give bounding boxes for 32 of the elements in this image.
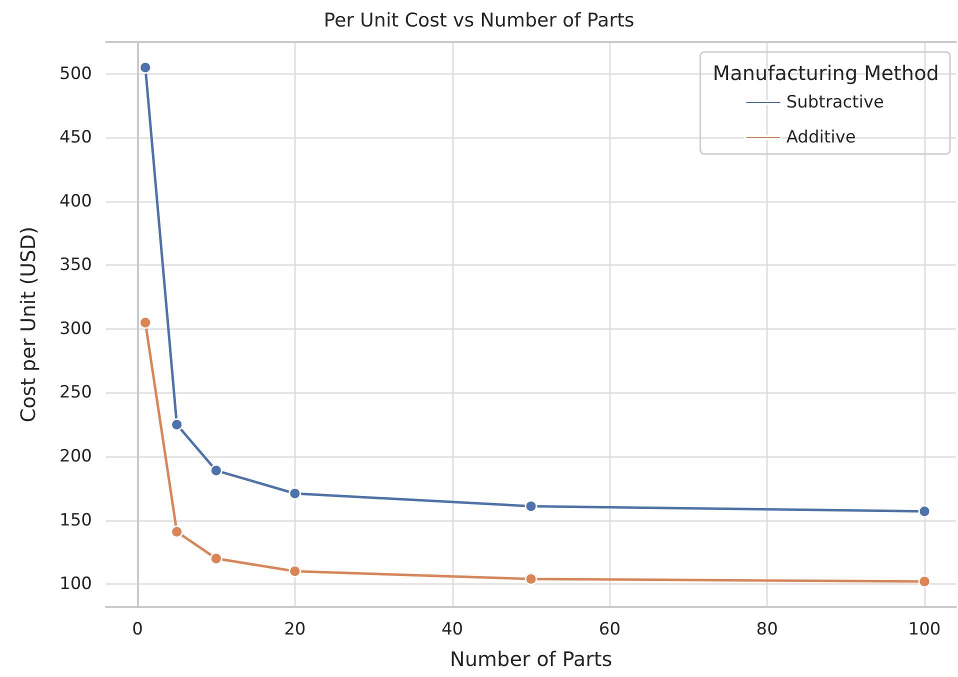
point bbox=[288, 487, 302, 500]
point bbox=[918, 575, 931, 588]
legend-title: Manufacturing Method bbox=[712, 61, 940, 85]
point bbox=[139, 61, 152, 74]
point bbox=[288, 565, 302, 578]
x-tick-label: 100 bbox=[908, 620, 941, 640]
y-axis-title: Cost per Unit (USD) bbox=[16, 226, 40, 422]
point bbox=[918, 505, 931, 518]
x-axis-title: Number of Parts bbox=[450, 647, 612, 671]
y-tick-label: 150 bbox=[60, 510, 92, 530]
x-tick-label: 40 bbox=[441, 620, 464, 640]
y-tick-label: 450 bbox=[60, 128, 92, 148]
point bbox=[210, 464, 222, 477]
x-tick-label: 60 bbox=[598, 620, 621, 640]
legend-label: Subtractive bbox=[786, 92, 884, 112]
x-tick-label: 0 bbox=[132, 620, 143, 640]
chart-title: Per Unit Cost vs Number of Parts bbox=[324, 10, 634, 32]
y-tick-label: 350 bbox=[60, 255, 92, 276]
point bbox=[139, 316, 152, 329]
x-tick-label: 20 bbox=[284, 620, 306, 640]
y-tick-label: 300 bbox=[60, 318, 92, 339]
point bbox=[524, 572, 538, 586]
y-tick-label: 500 bbox=[60, 64, 92, 84]
y-tick-label: 200 bbox=[60, 446, 92, 467]
y-tick-label: 100 bbox=[60, 574, 92, 594]
x-tick-label: 80 bbox=[756, 620, 778, 640]
legend-label: Additive bbox=[786, 128, 856, 148]
point bbox=[170, 418, 184, 431]
point bbox=[210, 552, 222, 565]
point bbox=[170, 526, 184, 538]
y-tick-label: 400 bbox=[60, 191, 92, 212]
y-tick-label: 250 bbox=[60, 382, 92, 403]
